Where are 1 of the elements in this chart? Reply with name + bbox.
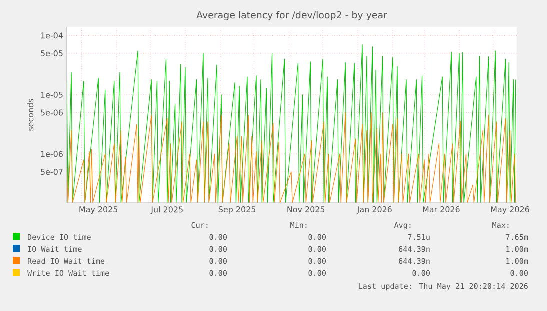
- chart-title: Average latency for /dev/loop2 - by year: [196, 11, 388, 21]
